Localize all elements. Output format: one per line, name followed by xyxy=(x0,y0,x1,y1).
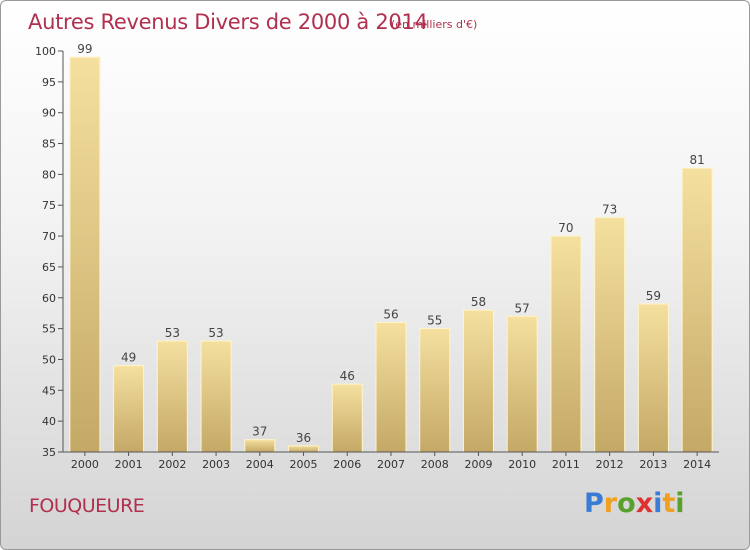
y-tick-label: 85 xyxy=(42,138,56,151)
data-label-2003: 53 xyxy=(208,326,223,340)
y-tick-label: 90 xyxy=(42,107,56,120)
data-label-2009: 58 xyxy=(471,295,486,309)
y-tick-label: 55 xyxy=(42,323,56,336)
x-tick-label: 2002 xyxy=(158,458,186,471)
y-tick-label: 50 xyxy=(42,353,56,366)
data-label-2007: 56 xyxy=(383,307,398,321)
x-tick-label: 2003 xyxy=(202,458,230,471)
logo-letter: i xyxy=(653,488,663,519)
x-axis: 2000 2001 2002 2003 2004 2005 2006 2007 2008 2009… xyxy=(63,451,719,471)
bar-2003 xyxy=(200,340,232,453)
logo-letter: P xyxy=(584,488,604,519)
x-tick-label: 2007 xyxy=(377,458,405,471)
chart-subtitle: (en milliers d'€) xyxy=(391,18,478,31)
bar-2011 xyxy=(550,235,582,453)
bar-2005 xyxy=(288,445,320,453)
bar-2012 xyxy=(594,217,626,453)
y-tick-label: 40 xyxy=(42,415,56,428)
proxiti-logo: Proxiti xyxy=(584,488,685,519)
logo-letter: x xyxy=(635,488,654,519)
bar-2008 xyxy=(419,328,451,453)
y-tick-label: 95 xyxy=(42,76,56,89)
bar-2002 xyxy=(156,340,188,453)
x-tick-label: 2000 xyxy=(71,458,99,471)
x-tick-label: 2005 xyxy=(290,458,318,471)
x-tick-label: 2013 xyxy=(639,458,667,471)
y-tick-label: 35 xyxy=(42,446,56,459)
bar-2007 xyxy=(375,321,407,453)
logo-letter: i xyxy=(675,488,685,519)
y-tick-label: 80 xyxy=(42,168,56,181)
x-tick-label: 2012 xyxy=(596,458,624,471)
x-tick-label: 2004 xyxy=(246,458,274,471)
data-label-2001: 49 xyxy=(121,351,136,365)
data-label-2011: 70 xyxy=(558,221,573,235)
bar-2010 xyxy=(506,315,538,453)
bar-2001 xyxy=(113,365,145,453)
data-label-2012: 73 xyxy=(602,203,617,217)
logo-letter: o xyxy=(617,488,636,519)
y-tick-label: 45 xyxy=(42,384,56,397)
y-axis: 35 40 45 50 55 60 65 70 75 80 85 90 95 100 xyxy=(35,45,64,459)
bar-2000 xyxy=(69,56,101,453)
data-label-2004: 37 xyxy=(252,425,267,439)
bars: 99 49 53 53 37 36 46 56 55 58 57 70 73 59 81 xyxy=(69,42,713,453)
chart-title: Autres Revenus Divers de 2000 à 2014 xyxy=(28,10,428,34)
data-label-2005: 36 xyxy=(296,431,311,445)
y-tick-label: 100 xyxy=(35,45,56,58)
logo-letter: r xyxy=(603,488,618,519)
x-tick-label: 2001 xyxy=(115,458,143,471)
data-label-2002: 53 xyxy=(165,326,180,340)
x-tick-label: 2010 xyxy=(508,458,536,471)
x-tick-label: 2009 xyxy=(464,458,492,471)
data-label-2000: 99 xyxy=(77,42,92,56)
data-label-2014: 81 xyxy=(689,153,704,167)
bar-2009 xyxy=(462,309,494,453)
bar-2014 xyxy=(681,167,713,453)
commune-name: FOUQUEURE xyxy=(29,495,145,517)
data-label-2008: 55 xyxy=(427,314,442,328)
bar-2004 xyxy=(244,439,276,453)
y-tick-label: 75 xyxy=(42,199,56,212)
bar-2013 xyxy=(637,303,669,453)
bar-2006 xyxy=(331,383,363,453)
data-label-2006: 46 xyxy=(340,369,355,383)
x-tick-label: 2006 xyxy=(333,458,361,471)
y-tick-label: 70 xyxy=(42,230,56,243)
data-label-2010: 57 xyxy=(515,301,530,315)
x-tick-label: 2014 xyxy=(683,458,711,471)
y-tick-label: 65 xyxy=(42,261,56,274)
data-label-2013: 59 xyxy=(646,289,661,303)
logo-letter: t xyxy=(662,488,676,519)
x-tick-label: 2011 xyxy=(552,458,580,471)
x-tick-label: 2008 xyxy=(421,458,449,471)
y-tick-label: 60 xyxy=(42,292,56,305)
